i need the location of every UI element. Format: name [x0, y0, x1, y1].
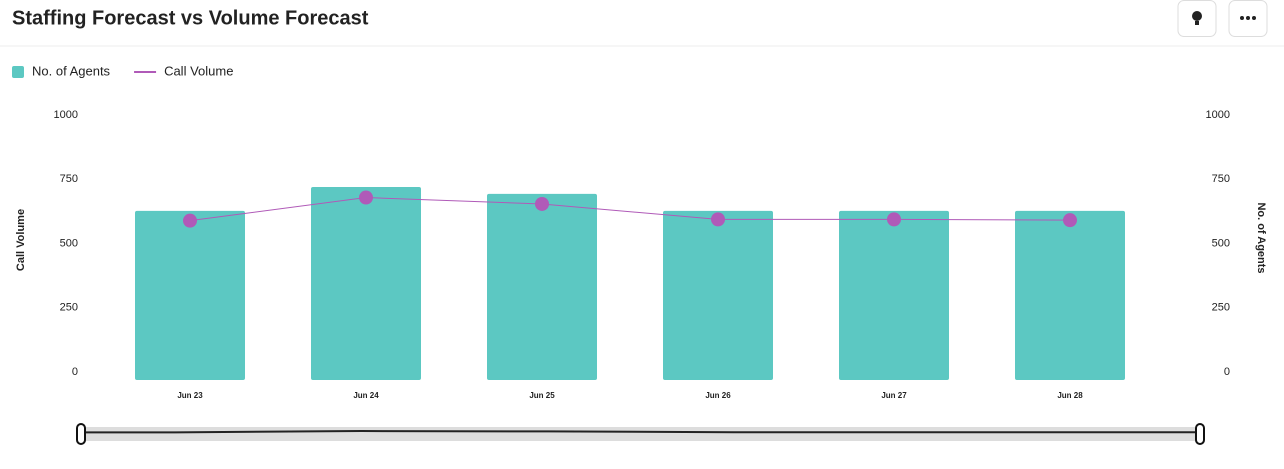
line	[189, 197, 1071, 222]
legend-label: Call Volume	[164, 63, 233, 78]
y2-tick-label: 250	[1212, 302, 1230, 314]
legend-label: No. of Agents	[32, 63, 111, 78]
brush-handle[interactable]	[76, 423, 86, 445]
x-tick-label: Jun 27	[881, 391, 907, 400]
legend-item[interactable]: No. of Agents	[12, 63, 111, 78]
bar	[1015, 210, 1125, 380]
y-tick-label: 1000	[54, 109, 78, 121]
bulb-icon	[1192, 11, 1202, 25]
y-tick-label: 750	[60, 173, 78, 185]
bar	[311, 186, 421, 380]
point	[183, 213, 197, 228]
bar	[839, 210, 949, 380]
x-tick-label: Jun 26	[705, 391, 731, 400]
brush-preview-line	[82, 430, 1200, 434]
point	[887, 212, 901, 227]
x-tick-label: Jun 24	[353, 391, 379, 400]
brush-handle[interactable]	[1195, 423, 1205, 445]
legend-swatch	[12, 66, 24, 78]
y-tick-label: 250	[60, 302, 78, 314]
y-tick-label: 0	[72, 366, 78, 378]
y2-axis-label: No. of Agents	[1255, 202, 1267, 273]
bar	[663, 210, 773, 380]
chart-title: Staffing Forecast vs Volume Forecast	[12, 7, 369, 29]
y-tick-label: 500	[60, 237, 78, 249]
y2-tick-label: 0	[1224, 366, 1230, 378]
y2-tick-label: 1000	[1206, 109, 1230, 121]
x-tick-label: Jun 28	[1057, 391, 1083, 400]
legend-item[interactable]: Call Volume	[134, 63, 233, 78]
point	[1063, 213, 1077, 228]
brush-track[interactable]	[82, 427, 1200, 441]
y2-tick-label: 500	[1212, 237, 1230, 249]
point	[711, 212, 725, 227]
bar	[487, 193, 597, 380]
y-axis-label: Call Volume	[15, 209, 27, 271]
point	[535, 196, 549, 211]
x-tick-label: Jun 25	[529, 391, 555, 400]
x-tick-label: Jun 23	[177, 391, 203, 400]
y2-tick-label: 750	[1212, 173, 1230, 185]
point	[359, 190, 373, 205]
bar	[135, 210, 245, 380]
more-icon	[1240, 16, 1256, 20]
